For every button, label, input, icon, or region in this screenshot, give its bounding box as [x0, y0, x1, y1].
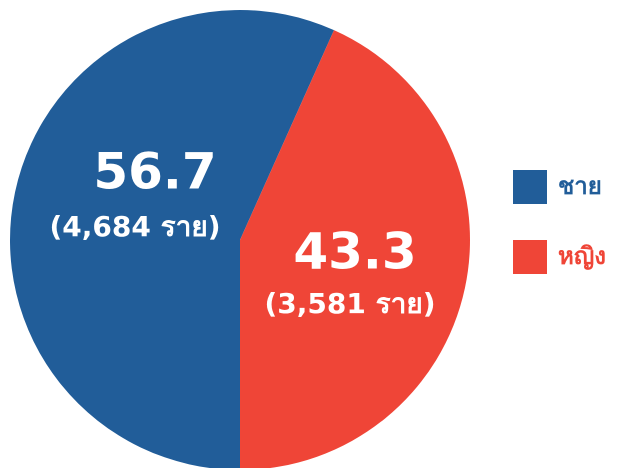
pie-slice — [10, 10, 334, 468]
slice-count-label: (4,684 ราย) — [49, 210, 220, 243]
slice-count-label: (3,581 ราย) — [264, 287, 435, 320]
legend-swatch — [513, 170, 547, 204]
legend-label: หญิง — [558, 242, 606, 270]
legend-label: ชาย — [558, 172, 602, 200]
pie-slice — [240, 30, 470, 468]
legend-swatch — [513, 240, 547, 274]
slice-value-label: 43.3 — [293, 223, 416, 281]
slice-value-label: 56.7 — [93, 143, 216, 201]
